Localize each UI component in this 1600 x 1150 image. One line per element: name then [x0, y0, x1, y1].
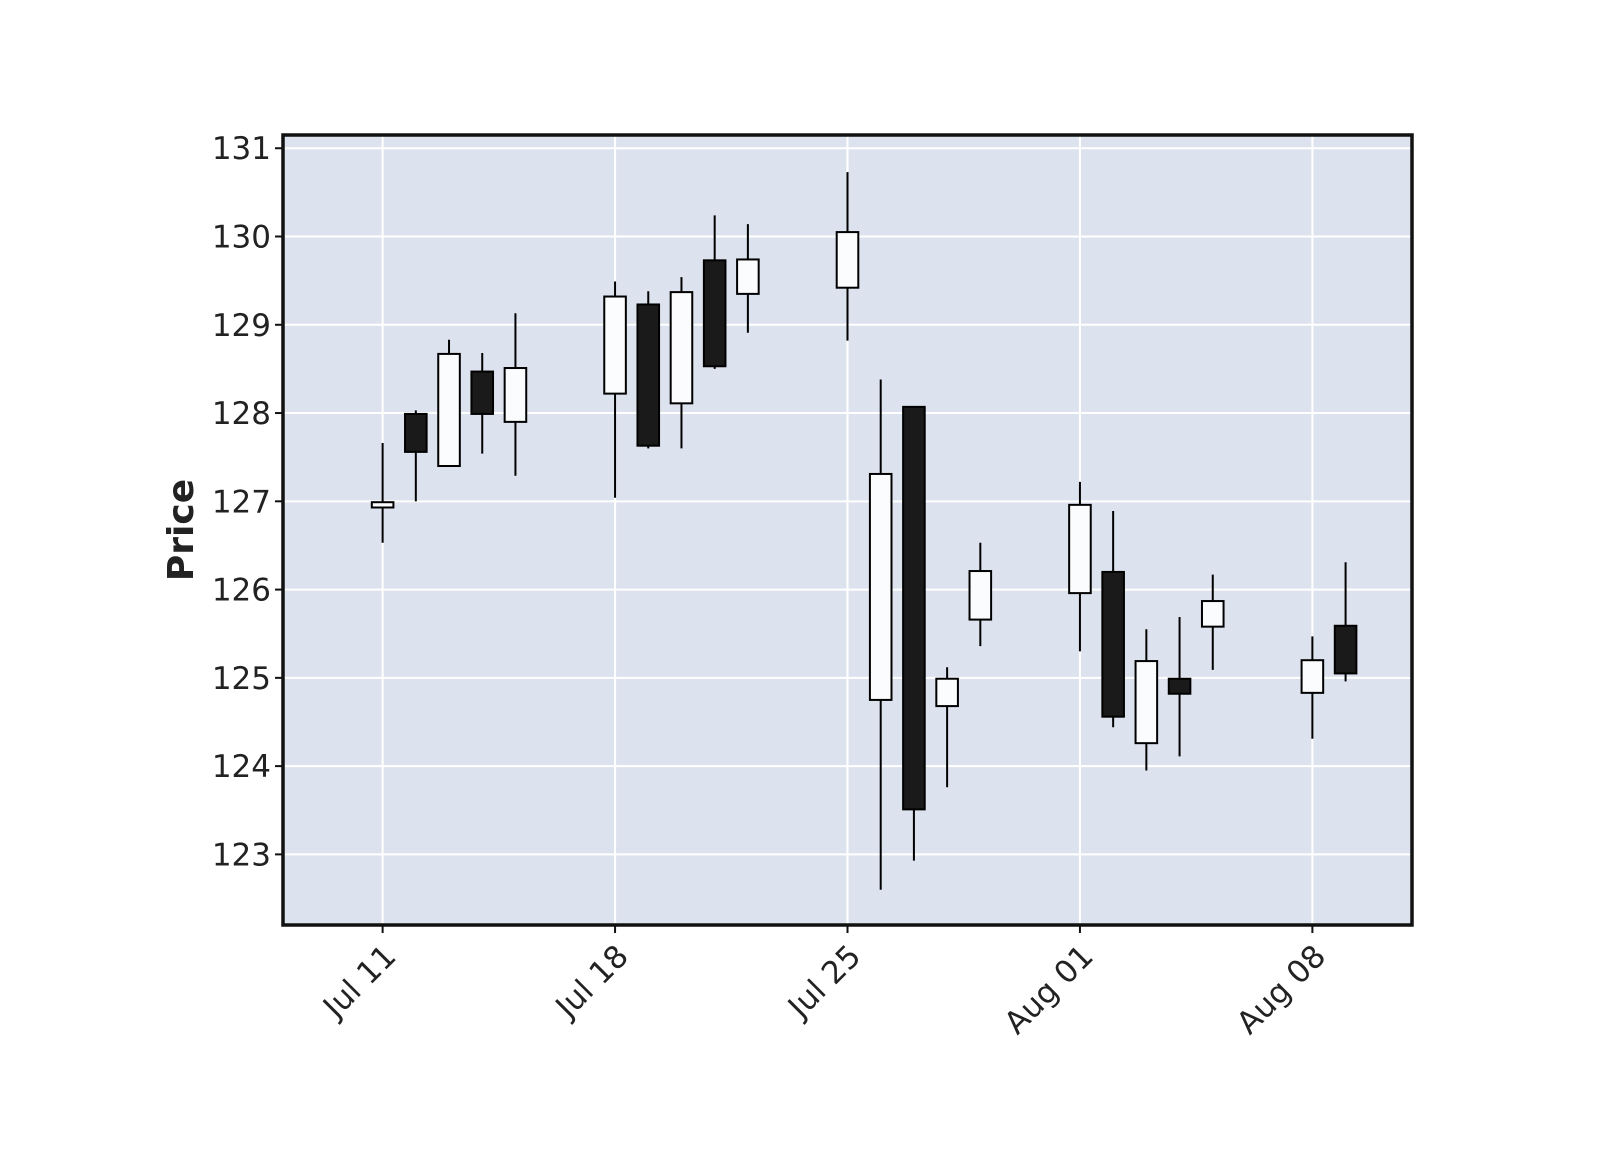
y-tick-label: 124 — [212, 749, 271, 785]
x-tick-label: Aug 01 — [998, 938, 1101, 1041]
candle — [470, 353, 495, 454]
y-axis: 123 124 125 126 127 128 129 130 131 — [212, 131, 283, 873]
candle-body — [1300, 659, 1325, 694]
y-tick-label: 123 — [212, 837, 271, 873]
candle-body — [404, 412, 428, 453]
candle — [370, 443, 395, 543]
candle — [702, 215, 727, 369]
candle — [503, 313, 528, 476]
candle — [868, 379, 893, 890]
candle — [404, 410, 428, 502]
candle-body — [1134, 660, 1159, 745]
candle — [1101, 511, 1125, 728]
candle — [1333, 562, 1358, 682]
candle — [603, 281, 627, 498]
candle-body — [1068, 503, 1092, 595]
candle-body — [935, 677, 959, 708]
candle — [1068, 481, 1092, 652]
candle-body — [437, 352, 461, 468]
candle-body — [370, 501, 395, 509]
candle — [1134, 629, 1159, 771]
candle-body — [470, 370, 495, 415]
candles — [370, 172, 1358, 890]
candle — [935, 667, 959, 788]
candle-body — [968, 570, 993, 621]
candle-body — [636, 303, 661, 447]
y-tick-label: 125 — [212, 661, 271, 697]
y-tick-label: 126 — [212, 573, 271, 609]
y-tick-label: 131 — [212, 131, 271, 167]
candle-body — [1200, 600, 1225, 628]
candle — [736, 224, 760, 333]
candle-body — [702, 259, 727, 368]
x-axis: Jul 11 Jul 18 Jul 25 Aug 01 Aug 08 — [315, 925, 1333, 1041]
y-tick-label: 130 — [212, 220, 271, 256]
candle-body — [1167, 677, 1192, 695]
y-axis-title: Price — [161, 479, 202, 581]
candle-body — [868, 472, 893, 701]
candle-body — [669, 291, 694, 405]
candle — [669, 277, 694, 449]
candle-body — [902, 405, 926, 811]
candle — [835, 172, 860, 341]
candle-body — [603, 295, 627, 395]
candle — [1200, 574, 1225, 670]
y-tick-label: 128 — [212, 396, 271, 432]
x-tick-label: Jul 11 — [315, 938, 403, 1026]
candle — [1300, 636, 1325, 739]
x-tick-label: Jul 18 — [548, 938, 636, 1026]
candle — [636, 291, 661, 449]
candle — [1167, 616, 1192, 757]
y-tick-label: 129 — [212, 308, 271, 344]
candle-body — [1333, 624, 1358, 675]
x-tick-label: Jul 25 — [780, 938, 868, 1026]
candle-body — [1101, 570, 1125, 718]
y-tick-label: 127 — [212, 484, 271, 520]
x-tick-label: Aug 08 — [1230, 938, 1333, 1041]
candle-body — [835, 231, 860, 289]
candle — [968, 542, 993, 647]
candle — [902, 405, 926, 861]
candle — [437, 339, 461, 468]
candle-body — [503, 367, 528, 423]
candle-body — [736, 258, 760, 295]
